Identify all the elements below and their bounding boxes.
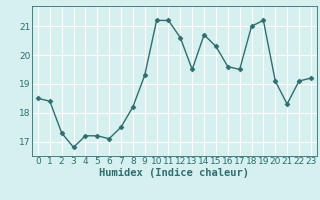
X-axis label: Humidex (Indice chaleur): Humidex (Indice chaleur) (100, 168, 249, 178)
